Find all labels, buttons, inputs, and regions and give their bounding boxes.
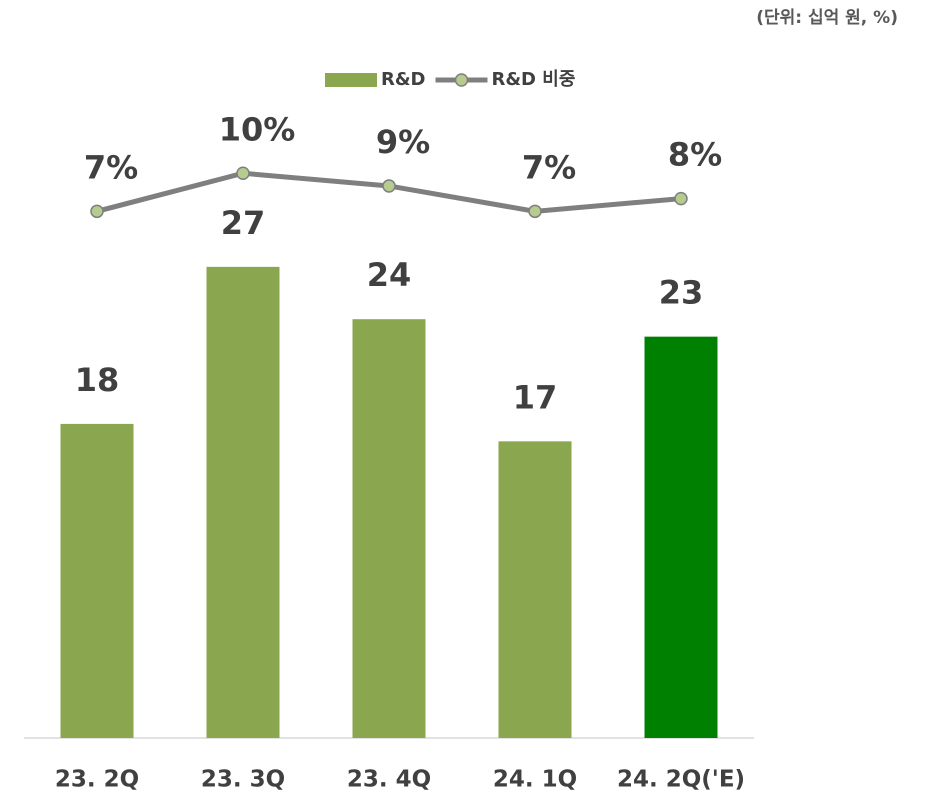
line-marker	[236, 166, 250, 181]
line-marker	[90, 204, 104, 219]
bar-value-label: 27	[221, 204, 266, 242]
line-value-label: 8%	[668, 136, 722, 174]
legend-label: R&D 비중	[492, 69, 576, 90]
bar-value-label: 18	[75, 361, 120, 399]
bar-value-label: 17	[513, 378, 558, 416]
line-value-label: 7%	[522, 148, 576, 186]
x-tick-label: 23. 4Q	[347, 767, 431, 793]
line-value-label: 10%	[219, 110, 296, 148]
legend-swatch	[325, 73, 377, 87]
bar	[498, 441, 572, 738]
legend-label: R&D	[381, 69, 426, 90]
line-value-label: 7%	[84, 148, 138, 186]
unit-label: (단위: 십억 원, %)	[756, 8, 898, 28]
line-marker	[528, 204, 542, 219]
x-tick-label: 23. 2Q	[55, 767, 139, 793]
legend-marker	[454, 73, 469, 87]
x-tick-label: 23. 3Q	[201, 767, 285, 793]
bar	[60, 423, 134, 738]
x-tick-label: 24. 1Q	[493, 767, 577, 793]
x-tick-label: 24. 2Q('E)	[617, 767, 745, 793]
bar	[352, 319, 426, 738]
bar	[206, 266, 280, 738]
bar-value-label: 23	[659, 274, 704, 312]
line-value-label: 9%	[376, 123, 430, 161]
line-marker	[382, 179, 396, 193]
bar	[644, 336, 718, 738]
line-marker	[674, 191, 688, 206]
bar-value-label: 24	[367, 256, 412, 294]
